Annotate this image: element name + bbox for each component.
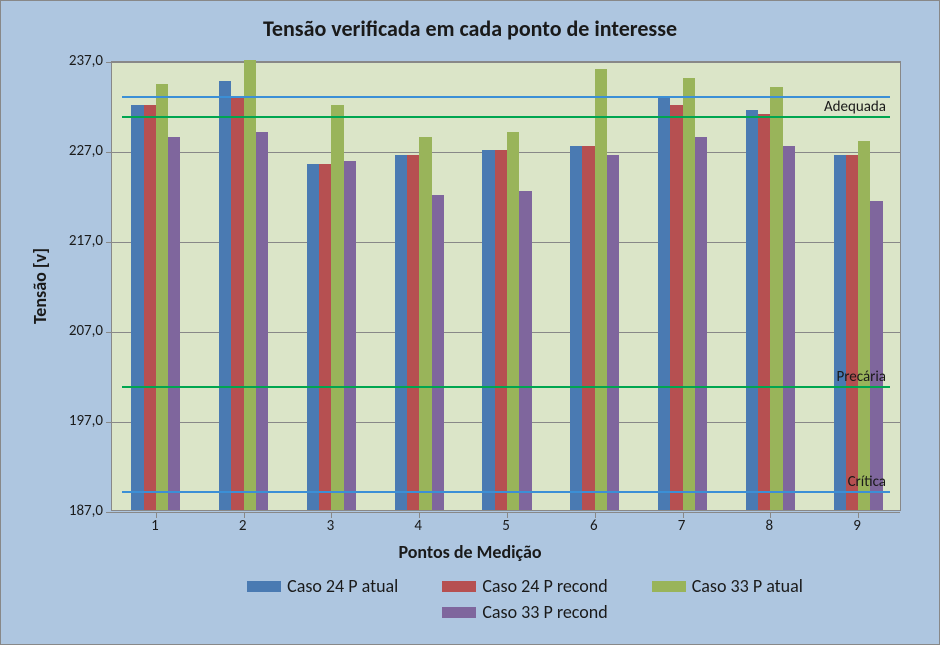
bar [407,155,419,511]
y-tick-mark [106,62,112,63]
bar [582,146,594,511]
y-tick-label: 197,0 [43,412,103,430]
bar [658,96,670,510]
reference-line-label: Adequada [824,98,886,116]
y-tick-label: 207,0 [43,322,103,340]
x-tick-label: 1 [135,517,175,535]
y-tick-label: 187,0 [43,502,103,520]
x-tick-label: 2 [223,517,263,535]
bar [519,191,531,511]
bar [307,164,319,511]
bar [331,105,343,510]
bar [432,195,444,510]
reference-line [122,491,890,493]
x-axis-title: Pontos de Medição [1,541,939,563]
legend-label: Caso 33 P atual [692,575,803,597]
x-tick-label: 4 [398,517,438,535]
x-tick-label: 6 [574,517,614,535]
bar [507,132,519,510]
bar [570,146,582,511]
y-tick-mark [106,152,112,153]
bar [746,110,758,511]
bar [344,161,356,510]
bar [168,137,180,511]
bar [131,105,143,510]
bar [156,84,168,510]
bar [758,114,770,510]
bar [495,150,507,510]
bar [846,155,858,511]
bar [231,96,243,510]
legend-label: Caso 24 P atual [287,575,398,597]
x-tick-label: 8 [749,517,789,535]
bar [319,164,331,511]
y-tick-label: 227,0 [43,142,103,160]
bar [607,155,619,511]
x-tick-label: 5 [486,517,526,535]
bar [783,146,795,511]
bar [256,132,268,510]
legend: Caso 24 P atual Caso 24 P recond Caso 33 P… [171,573,879,625]
reference-line [122,386,890,388]
y-axis-title: Tensão [v] [29,248,51,324]
reference-line-label: Precária [836,368,886,386]
y-tick-label: 217,0 [43,232,103,250]
bar [670,105,682,510]
bar [219,81,231,510]
bar [482,150,494,510]
legend-item: Caso 24 P atual [247,575,398,597]
x-tick-label: 3 [310,517,350,535]
bar [595,69,607,510]
gridline [112,62,900,63]
y-tick-mark [106,242,112,243]
legend-swatch [442,581,476,592]
bar [858,141,870,510]
reference-line-label: Crítica [848,473,886,491]
chart-title: Tensão verificada em cada ponto de inter… [1,15,939,42]
y-tick-mark [106,422,112,423]
legend-item: Caso 33 P recond [442,601,607,623]
bar [144,105,156,510]
x-tick-label: 7 [662,517,702,535]
gridline [112,512,900,513]
bar [683,78,695,510]
legend-swatch [652,581,686,592]
legend-swatch [247,581,281,592]
bar [395,155,407,511]
y-tick-mark [106,332,112,333]
bar [419,137,431,511]
legend-item: Caso 33 P atual [652,575,803,597]
plot-area: Adequada Precária Crítica [111,61,901,511]
reference-line [122,96,890,98]
legend-label: Caso 33 P recond [482,601,607,623]
bar [770,87,782,510]
bar [695,137,707,511]
legend-label: Caso 24 P recond [482,575,607,597]
reference-line [122,116,890,118]
legend-item: Caso 24 P recond [442,575,607,597]
y-tick-label: 237,0 [43,52,103,70]
legend-swatch [442,607,476,618]
bar [244,60,256,510]
bar [870,201,882,510]
x-tick-label: 9 [837,517,877,535]
y-tick-mark [106,512,112,513]
chart-container: Tensão verificada em cada ponto de inter… [0,0,940,645]
bar [834,155,846,511]
